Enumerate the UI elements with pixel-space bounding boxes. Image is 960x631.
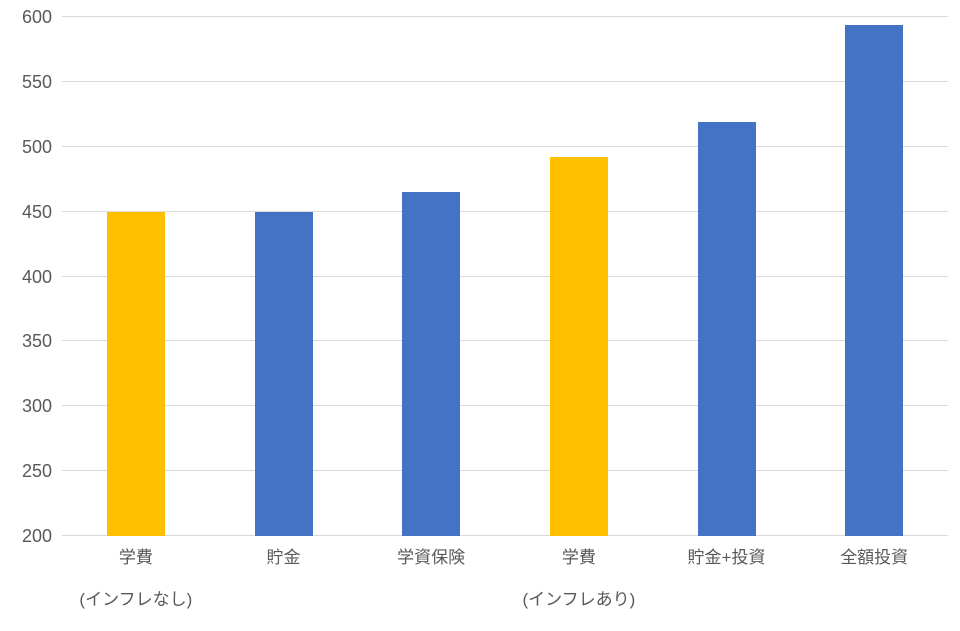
x-category-label: 学費	[561, 548, 596, 567]
x-category-label: 貯金	[266, 548, 301, 567]
bar-貯金+投資	[697, 122, 756, 536]
bar-学費	[106, 211, 165, 536]
bar-slot	[505, 17, 653, 536]
y-tick-label: 300	[21, 396, 52, 417]
y-tick-label: 550	[21, 71, 52, 92]
x-axis-sublabels: (インフレなし) (インフレあり)	[62, 589, 948, 611]
bar-slot	[357, 17, 505, 536]
gridline	[62, 535, 948, 536]
x-category-label: 全額投資	[840, 548, 909, 567]
gridline	[62, 210, 948, 212]
x-category-sublabel	[210, 589, 358, 611]
gridline	[62, 470, 948, 472]
gridline	[62, 16, 948, 17]
gridline	[62, 405, 948, 407]
y-tick-label: 450	[21, 201, 52, 222]
y-axis: 200 250 300 350 400 450 500 550 600	[0, 8, 52, 545]
y-tick-label: 400	[21, 266, 52, 287]
bar-貯金	[254, 211, 313, 536]
y-tick-label: 350	[21, 331, 52, 352]
bar-slot	[653, 17, 801, 536]
x-category-sublabel: (インフレあり)	[522, 590, 636, 609]
y-tick-label: 600	[21, 7, 52, 27]
bar-slot	[210, 17, 358, 536]
x-axis-labels: 学費 貯金 学資保険 学費 貯金+投資 全額投資	[62, 547, 948, 569]
bar-全額投資	[845, 24, 904, 536]
gridline	[62, 275, 948, 277]
plot-area	[62, 16, 948, 536]
x-category-label: 貯金+投資	[687, 548, 766, 567]
y-tick-label: 200	[21, 526, 52, 546]
bar-学資保険	[402, 192, 461, 536]
x-category-sublabel: (インフレなし)	[79, 590, 193, 609]
x-category-sublabel	[653, 589, 801, 611]
bar-学費	[549, 157, 608, 536]
gridline	[62, 80, 948, 82]
y-tick-label: 250	[21, 461, 52, 482]
bars-group	[62, 17, 948, 536]
x-category-sublabel	[800, 589, 948, 611]
x-category-sublabel	[357, 589, 505, 611]
gridline	[62, 145, 948, 147]
gridline	[62, 340, 948, 342]
x-category-label: 学費	[118, 548, 153, 567]
bar-slot	[800, 17, 948, 536]
y-tick-label: 500	[21, 136, 52, 157]
bar-slot	[62, 17, 210, 536]
x-category-label: 学資保険	[397, 548, 466, 567]
